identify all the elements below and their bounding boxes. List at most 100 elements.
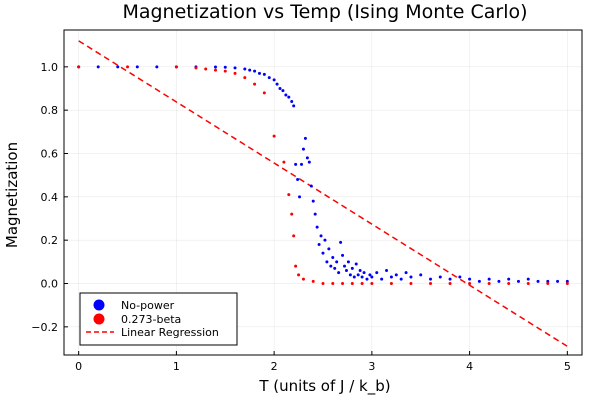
data-point xyxy=(497,279,501,283)
data-point xyxy=(287,95,291,99)
data-point xyxy=(536,279,540,283)
data-point xyxy=(331,282,335,285)
data-point xyxy=(394,273,398,277)
data-point xyxy=(223,69,227,73)
data-point xyxy=(331,256,335,259)
y-axis-ticks: −0.2 0.0 0.2 0.4 0.6 0.8 1.0 xyxy=(31,61,68,334)
data-point xyxy=(356,273,360,277)
data-point xyxy=(223,65,227,69)
data-point xyxy=(337,271,341,275)
data-point xyxy=(339,240,343,244)
data-point xyxy=(487,282,491,285)
chart-title: Magnetization vs Temp (Ising Monte Carlo… xyxy=(122,1,527,23)
data-point xyxy=(526,277,530,281)
data-point xyxy=(311,279,315,283)
data-point xyxy=(360,282,364,285)
legend-item-no-power: No-power xyxy=(93,299,175,312)
data-point xyxy=(546,282,550,285)
data-point xyxy=(301,147,305,151)
data-point xyxy=(126,65,130,69)
data-point xyxy=(278,87,282,90)
data-point xyxy=(468,282,472,285)
data-point xyxy=(350,266,354,270)
data-point xyxy=(299,162,303,166)
data-point xyxy=(233,66,237,70)
x-tick-label: 4 xyxy=(466,360,473,373)
data-point xyxy=(458,275,462,279)
data-point xyxy=(389,275,393,279)
data-point xyxy=(248,68,252,72)
data-point xyxy=(329,264,333,268)
data-point xyxy=(319,234,323,238)
data-point xyxy=(468,277,472,281)
x-tick-label: 2 xyxy=(271,360,278,373)
data-point xyxy=(298,195,302,199)
x-axis-label: T (units of J / k_b) xyxy=(258,377,390,396)
data-point xyxy=(213,65,217,69)
data-point xyxy=(344,269,348,272)
data-point xyxy=(429,282,433,285)
legend-label-no-power: No-power xyxy=(121,299,175,312)
data-point xyxy=(404,271,408,275)
data-point xyxy=(546,279,550,283)
data-point xyxy=(292,104,296,108)
data-point xyxy=(257,71,261,75)
data-point xyxy=(262,72,266,76)
legend-label-linear-regression: Linear Regression xyxy=(121,326,219,339)
data-point xyxy=(487,277,491,281)
data-point xyxy=(253,69,257,73)
data-point xyxy=(507,282,511,285)
legend-swatch-beta xyxy=(93,313,105,325)
data-point xyxy=(565,282,569,285)
legend-item-linear-regression: Linear Regression xyxy=(86,326,219,339)
data-point xyxy=(135,65,139,69)
data-point xyxy=(565,279,569,283)
data-point xyxy=(375,271,379,275)
data-point xyxy=(368,273,372,277)
data-point xyxy=(399,277,403,281)
x-tick-label: 1 xyxy=(173,360,180,373)
data-point xyxy=(448,277,452,281)
legend-swatch-no-power xyxy=(93,299,105,311)
data-point xyxy=(365,277,369,281)
y-tick-label: 0.0 xyxy=(41,278,59,291)
data-point xyxy=(526,282,530,285)
legend-item-beta: 0.273-beta xyxy=(93,313,181,326)
data-point xyxy=(287,193,291,197)
data-point xyxy=(348,273,352,277)
x-axis-ticks: 0 1 2 3 4 5 xyxy=(75,351,571,373)
series-layer xyxy=(77,40,569,347)
y-tick-label: 0.6 xyxy=(41,148,59,161)
x-tick-label: 3 xyxy=(368,360,375,373)
data-point xyxy=(281,89,285,93)
series-no-power xyxy=(77,65,569,283)
data-point xyxy=(233,71,237,75)
data-point xyxy=(409,282,413,285)
data-point xyxy=(307,160,311,164)
data-point xyxy=(301,277,305,281)
data-point xyxy=(253,82,257,86)
data-point xyxy=(385,269,389,272)
data-point xyxy=(350,282,354,285)
data-point xyxy=(155,65,159,69)
y-tick-label: 0.4 xyxy=(41,191,59,204)
data-point xyxy=(204,67,208,71)
data-point xyxy=(507,277,511,281)
plot-frame xyxy=(63,29,583,356)
data-point xyxy=(370,275,374,279)
data-point xyxy=(313,212,317,216)
data-point xyxy=(556,279,560,283)
data-point xyxy=(272,134,276,138)
legend: No-power 0.273-beta Linear Regression xyxy=(79,292,238,346)
data-point xyxy=(297,273,301,277)
legend-box xyxy=(79,292,238,346)
y-tick-label: 0.8 xyxy=(41,104,59,117)
data-point xyxy=(317,243,321,246)
x-tick-label: 5 xyxy=(564,360,571,373)
data-point xyxy=(116,65,120,69)
grid xyxy=(64,30,582,355)
regression-line xyxy=(78,40,568,347)
data-point xyxy=(327,247,331,251)
data-point xyxy=(335,260,339,264)
legend-label-beta: 0.273-beta xyxy=(121,313,181,326)
